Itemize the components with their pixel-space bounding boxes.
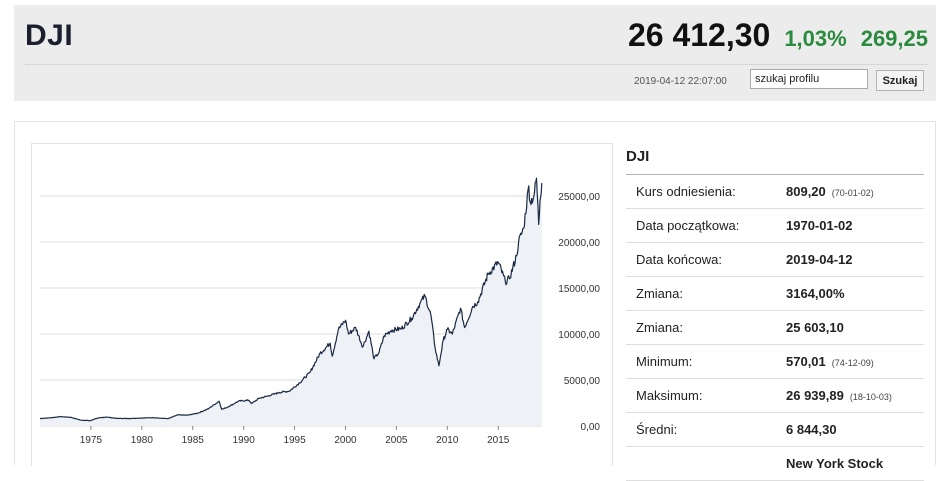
change-percent: 1,03% xyxy=(784,26,847,51)
info-value-date: (70-01-02) xyxy=(831,188,874,198)
content-panel: 0,00 5000,00 10000,00 15000,00 20000,00 25000… xyxy=(14,121,936,481)
info-value-text: 570,01 xyxy=(786,354,826,369)
info-value-text: 6 844,30 xyxy=(786,422,837,437)
info-value-text: New York Stock xyxy=(786,456,884,471)
info-value-date: (74-12-09) xyxy=(831,358,874,368)
info-table: Kurs odniesienia: 809,20 (70-01-02) Data po… xyxy=(626,175,924,481)
info-value-text: 809,20 xyxy=(786,184,826,199)
y-tick-label: 0,00 xyxy=(581,422,601,433)
y-tick-label: 10000,00 xyxy=(558,330,600,341)
info-label: Data początkowa: xyxy=(636,218,740,233)
info-value-text: 1970-01-02 xyxy=(786,218,853,233)
x-tick-label: 2015 xyxy=(487,435,510,446)
info-value: 2019-04-12 xyxy=(786,252,853,267)
info-title: DJI xyxy=(626,144,924,175)
info-row: New York Stock xyxy=(626,447,924,481)
quote-header: DJI 26 412,30 1,03% 269,25 2019-04-12 22… xyxy=(14,5,936,101)
info-row: Data końcowa: 2019-04-12 xyxy=(626,243,924,277)
info-value-text: 25 603,10 xyxy=(786,320,844,335)
info-value: 26 939,89 (18-10-03) xyxy=(786,388,892,403)
price-chart[interactable]: 0,00 5000,00 10000,00 15000,00 20000,00 25000… xyxy=(31,143,613,466)
info-label: Data końcowa: xyxy=(636,252,722,267)
info-row: Minimum: 570,01 (74-12-09) xyxy=(626,345,924,379)
ticker-symbol: DJI xyxy=(25,19,74,52)
info-value: 1970-01-02 xyxy=(786,218,853,233)
info-row: Zmiana: 25 603,10 xyxy=(626,311,924,345)
info-label: Kurs odniesienia: xyxy=(636,184,736,199)
info-row: Kurs odniesienia: 809,20 (70-01-02) xyxy=(626,175,924,209)
y-tick-label: 25000,00 xyxy=(558,192,600,203)
x-tick-label: 1980 xyxy=(131,435,154,446)
profile-search-input[interactable] xyxy=(750,69,868,89)
search-button[interactable]: Szukaj xyxy=(876,70,924,91)
x-tick-label: 1975 xyxy=(80,435,103,446)
y-tick-label: 5000,00 xyxy=(564,376,601,387)
info-value-text: 2019-04-12 xyxy=(786,252,853,267)
info-label: Minimum: xyxy=(636,354,693,369)
last-price: 26 412,30 xyxy=(627,17,771,53)
info-row: Średni: 6 844,30 xyxy=(626,413,924,447)
price-chart-svg: 0,00 5000,00 10000,00 15000,00 20000,00 25000… xyxy=(39,177,601,446)
y-tick-label: 20000,00 xyxy=(558,238,600,249)
info-label: Maksimum: xyxy=(636,388,703,403)
series-area xyxy=(40,178,542,426)
x-tick-label: 2005 xyxy=(385,435,408,446)
y-tick-label: 15000,00 xyxy=(558,284,600,295)
series-line xyxy=(39,177,543,422)
header-divider xyxy=(25,64,928,65)
info-value: 570,01 (74-12-09) xyxy=(786,354,874,369)
info-row: Maksimum: 26 939,89 (18-10-03) xyxy=(626,379,924,413)
quote-timestamp: 2019-04-12 22:07:00 xyxy=(634,76,727,87)
info-value: New York Stock xyxy=(786,456,883,471)
info-value: 809,20 (70-01-02) xyxy=(786,184,874,199)
x-tick-label: 1995 xyxy=(283,435,306,446)
info-value-date: (18-10-03) xyxy=(849,392,892,402)
quote-summary: 26 412,30 1,03% 269,25 xyxy=(628,17,928,54)
x-tick-label: 2000 xyxy=(334,435,357,446)
info-label: Zmiana: xyxy=(636,286,683,301)
info-value: 3164,00% xyxy=(786,286,845,301)
info-label: Zmiana: xyxy=(636,320,683,335)
x-tick-label: 2010 xyxy=(436,435,459,446)
info-value-text: 26 939,89 xyxy=(786,388,844,403)
info-label: Średni: xyxy=(636,422,678,437)
instrument-info: DJI Kurs odniesienia: 809,20 (70-01-02) Dat… xyxy=(626,144,924,481)
change-absolute: 269,25 xyxy=(860,26,928,51)
x-tick-label: 1985 xyxy=(182,435,205,446)
info-value: 25 603,10 xyxy=(786,320,844,335)
info-row: Data początkowa: 1970-01-02 xyxy=(626,209,924,243)
x-tick-label: 1990 xyxy=(233,435,256,446)
info-value-text: 3164,00% xyxy=(786,286,845,301)
info-row: Zmiana: 3164,00% xyxy=(626,277,924,311)
info-value: 6 844,30 xyxy=(786,422,837,437)
